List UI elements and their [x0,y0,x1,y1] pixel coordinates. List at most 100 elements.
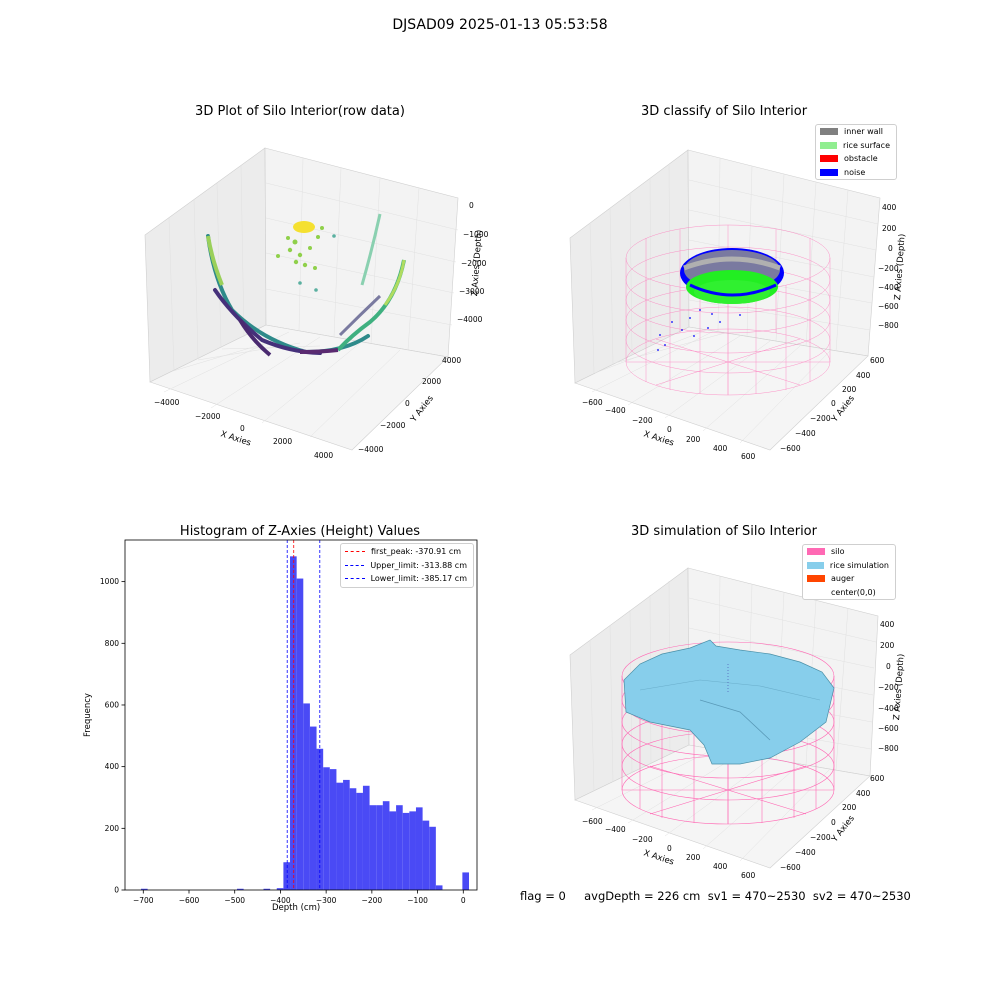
classify-ztick: −200 [878,264,899,273]
legend-item-noise: noise [816,166,896,180]
histogram-bar [435,885,443,890]
histogram-bar [349,788,357,890]
histogram-bar [283,862,291,890]
histogram-bars [141,556,469,890]
legend-swatch [807,575,825,583]
classify-ytick: 0 [831,399,836,408]
simulation-panel-title: 3D simulation of Silo Interior [631,524,817,539]
y-tick-label: 600 [105,700,120,709]
histogram-panel-title: Histogram of Z-Axies (Height) Values [179,524,421,539]
classify-ztick: −800 [878,321,899,330]
classify-legend: inner wall rice surface obstacle noise [815,124,897,180]
histogram-bar [356,792,363,890]
classify-ztick: −600 [878,302,899,311]
raw-ytick: −4000 [358,445,384,454]
figure-title: DJSAD09 2025-01-13 05:53:58 [392,17,608,33]
simulation-xtick: −200 [632,835,653,844]
legend-line [345,551,365,553]
raw-xtick: 4000 [314,451,334,460]
simulation-xtick: 0 [667,844,672,853]
classify-ytick: −200 [810,414,831,423]
histogram-bar [276,888,284,890]
simulation-ytick: 0 [831,818,836,827]
classify-xtick: 400 [713,444,728,453]
legend-label: Lower_limit: -385.17 cm [370,574,467,584]
legend-line [345,564,365,566]
simulation-ztick: −400 [878,704,899,713]
histogram-bar [290,556,297,890]
classify-ytick: 600 [870,356,885,365]
legend-swatch [807,588,825,596]
status-footer: flag = 0 avgDepth = 226 cm sv1 = 470~253… [520,889,911,903]
classify-xtick: 200 [686,435,701,444]
histogram-bar [263,888,271,890]
legend-item-silo: silo [803,545,895,559]
simulation-legend: silo rice simulation auger center(0,0) [802,544,896,600]
histogram-bar [141,888,148,890]
histogram-bar [389,811,397,890]
classify-xtick: 600 [741,452,756,461]
x-tick-label: −500 [224,896,245,905]
histogram-bar [309,726,317,890]
histogram-xlabel: Depth (cm) [272,903,321,913]
simulation-xtick: 600 [741,871,756,880]
histogram-bar [382,801,390,890]
histogram-bar [362,785,370,890]
raw-ztick: −1000 [463,230,489,239]
legend-label: noise [844,167,866,177]
legend-label: inner wall [844,127,884,137]
histogram-bar [422,820,430,890]
simulation-xtick: −400 [605,825,626,834]
histogram-bar [237,888,244,890]
x-tick-label: −200 [362,896,383,905]
histogram-bar [323,767,330,890]
simulation-ytick: −400 [795,848,816,857]
simulation-ztick: 400 [880,620,895,629]
classify-xtick: −400 [605,406,626,415]
raw-ytick: 4000 [442,356,462,365]
histogram-xticks: −700 −600 −500 −400 −300 −200 −100 0 [133,890,466,905]
histogram-bar [396,805,403,890]
raw-xtick: 0 [240,424,245,433]
histogram-vlines [286,540,321,890]
histogram-bar [462,872,469,890]
raw-ztick: −3000 [459,287,485,296]
y-tick-label: 1000 [100,577,119,586]
legend-label: first_peak: -370.91 cm [371,547,462,557]
classify-ytick: −600 [780,444,801,453]
raw-xtick: −2000 [195,412,221,421]
x-tick-label: −300 [316,896,337,905]
legend-item-inner-wall: inner wall [816,125,896,139]
histogram-bar [316,748,324,890]
simulation-ytick: 400 [856,789,871,798]
y-tick-label: 400 [105,762,120,771]
histogram-frame [124,539,478,891]
simulation-ytick: 200 [842,803,857,812]
legend-item-obstacle: obstacle [816,152,896,166]
histogram-bar [296,578,304,890]
simulation-ytick: 600 [870,774,885,783]
legend-swatch [820,128,838,136]
legend-label: auger [831,574,855,584]
histogram-legend: first_peak: -370.91 cm Upper_limit: -313… [340,543,474,588]
classify-ztick: 0 [888,244,893,253]
classify-ytick: 400 [856,371,871,380]
raw-panel-title: 3D Plot of Silo Interior(row data) [195,104,405,119]
raw-ztick: 0 [469,201,474,210]
legend-label: obstacle [844,154,878,164]
classify-xtick: −600 [582,398,603,407]
histogram-bar [343,779,350,890]
legend-swatch [807,548,825,556]
legend-label: center(0,0) [831,587,876,597]
classify-panel-title: 3D classify of Silo Interior [640,104,808,119]
simulation-ytick: −600 [780,863,801,872]
classify-xtick: −200 [632,416,653,425]
legend-swatch [820,168,838,176]
legend-label: rice simulation [829,560,889,570]
raw-ztick: −4000 [457,315,483,324]
legend-label: silo [831,547,845,557]
histogram-bar [409,811,416,890]
legend-line [345,578,365,580]
raw-xtick: 2000 [273,437,293,446]
